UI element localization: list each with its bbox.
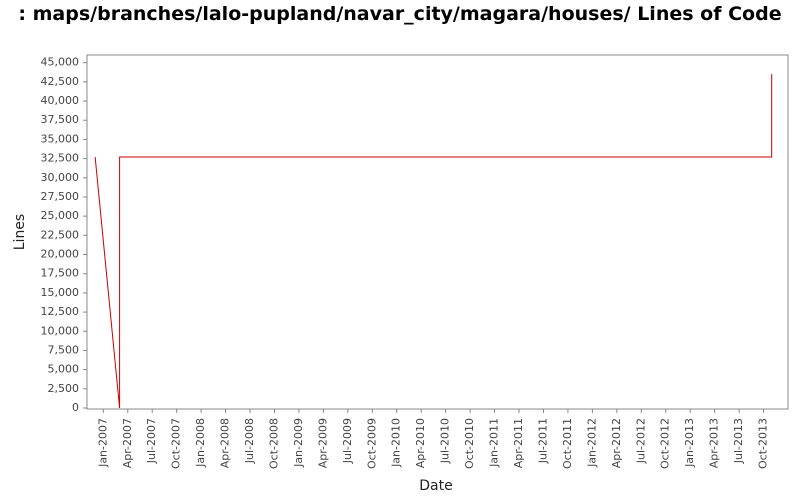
x-tick-label: Apr-2013: [708, 418, 721, 468]
x-tick-label: Jan-2012: [585, 418, 598, 468]
y-tick-label: 22,500: [41, 228, 80, 241]
y-tick-label: 40,000: [41, 94, 80, 107]
y-tick-label: 17,500: [41, 267, 80, 280]
y-tick-label: 15,000: [41, 286, 80, 299]
y-tick-label: 30,000: [41, 171, 80, 184]
x-tick-label: Apr-2010: [414, 418, 427, 468]
y-tick-label: 25,000: [41, 209, 80, 222]
y-tick-label: 37,500: [41, 113, 80, 126]
x-tick-label: Apr-2011: [512, 418, 525, 468]
x-tick-label: Jan-2007: [96, 418, 109, 468]
x-tick-label: Jan-2010: [390, 418, 403, 468]
y-tick-label: 27,500: [41, 190, 80, 203]
y-tick-label: 0: [72, 401, 79, 414]
x-tick-label: Apr-2008: [219, 418, 232, 468]
y-tick-label: 12,500: [41, 305, 80, 318]
x-tick-label: Jul-2008: [243, 418, 256, 464]
x-tick-label: Oct-2007: [170, 418, 183, 469]
line: [94, 74, 773, 409]
x-tick-label: Oct-2012: [659, 418, 672, 469]
y-tick-label: 7,500: [48, 343, 80, 356]
x-tick-label: Oct-2009: [365, 418, 378, 469]
y-tick-label: 35,000: [41, 132, 80, 145]
y-tick-label: 45,000: [41, 56, 80, 69]
x-tick-label: Jul-2007: [145, 418, 158, 464]
y-tick-label: 32,500: [41, 152, 80, 165]
x-tick-label: Jan-2011: [488, 418, 501, 468]
x-tick-label: Apr-2012: [610, 418, 623, 468]
x-tick-label: Oct-2013: [757, 418, 770, 469]
chart-title: : maps/branches/lalo-pupland/navar_city/…: [18, 3, 782, 25]
x-tick-label: Oct-2010: [463, 418, 476, 469]
x-tick-label: Apr-2007: [121, 418, 134, 468]
y-axis-title: Lines: [12, 214, 28, 250]
y-tick-label: 20,000: [41, 248, 80, 261]
x-tick-label: Oct-2011: [561, 418, 574, 469]
y-tick-label: 5,000: [48, 363, 80, 376]
y-tick-label: 42,500: [41, 75, 80, 88]
x-tick-label: Jan-2008: [194, 418, 207, 468]
plot-frame: [86, 54, 789, 410]
y-tick-label: 10,000: [41, 324, 80, 337]
x-tick-label: Jul-2009: [341, 418, 354, 464]
x-tick-label: Jul-2013: [732, 418, 745, 464]
x-tick-label: Jul-2011: [536, 418, 549, 464]
x-tick-label: Jan-2013: [683, 418, 696, 468]
x-tick-label: Jan-2009: [292, 418, 305, 468]
y-tick-label: 2,500: [48, 382, 80, 395]
x-tick-label: Oct-2008: [267, 418, 280, 469]
x-tick-label: Jul-2010: [439, 418, 452, 464]
x-tick-label: Jul-2012: [634, 418, 647, 464]
x-axis-title: Date: [419, 478, 452, 494]
x-tick-label: Apr-2009: [316, 418, 329, 468]
